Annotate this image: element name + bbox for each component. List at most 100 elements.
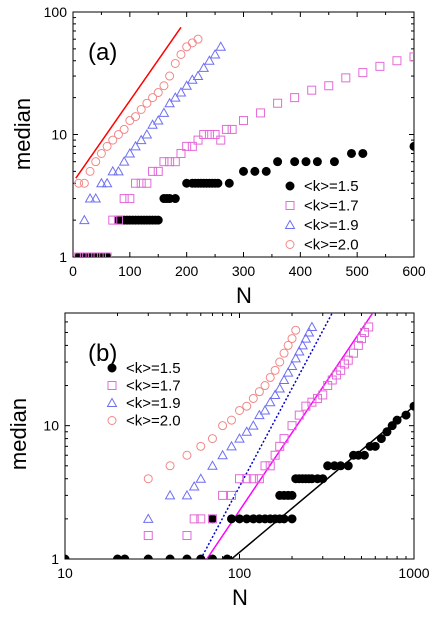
data-point <box>199 130 209 139</box>
data-point <box>204 55 215 65</box>
data-point <box>300 333 312 343</box>
x-tick-label: 10 <box>57 565 73 581</box>
data-point <box>176 49 186 59</box>
data-point <box>142 98 152 108</box>
data-point <box>248 474 258 484</box>
data-point <box>370 441 380 451</box>
data-point <box>239 116 248 126</box>
data-point <box>188 480 200 491</box>
legend-label: <k>=1.9 <box>304 217 359 234</box>
data-point <box>136 104 146 114</box>
data-point <box>221 124 231 134</box>
data-point <box>346 148 356 158</box>
data-point <box>113 130 123 139</box>
data-point <box>341 73 351 83</box>
panel-b-xlabel: N <box>232 585 248 610</box>
data-point <box>270 365 280 375</box>
data-point <box>227 124 237 134</box>
y-tick-label: 100 <box>44 4 68 20</box>
data-point <box>152 115 164 125</box>
data-point <box>181 80 193 90</box>
series-3 <box>74 34 203 188</box>
data-point <box>118 156 130 166</box>
data-point <box>131 112 141 122</box>
data-point <box>136 178 146 188</box>
series-1 <box>143 322 374 541</box>
data-point <box>290 352 302 363</box>
x-tick-label: 400 <box>289 263 313 279</box>
data-point <box>409 52 414 62</box>
data-point <box>254 409 265 420</box>
data-point <box>108 135 118 145</box>
legend-label: <k>=1.5 <box>126 360 181 377</box>
data-point <box>181 489 193 500</box>
data-point <box>218 490 228 500</box>
fit-line <box>75 26 182 179</box>
data-point <box>375 61 385 71</box>
data-point <box>164 489 176 500</box>
data-point <box>248 393 258 403</box>
data-point <box>348 348 358 358</box>
data-point <box>254 474 264 484</box>
data-point <box>323 381 333 391</box>
data-point <box>79 178 89 188</box>
legend-marker <box>284 219 296 229</box>
plot-data <box>65 313 414 559</box>
data-point <box>242 401 252 411</box>
data-point <box>224 178 234 188</box>
data-point <box>102 252 112 257</box>
data-point <box>301 157 311 167</box>
data-point <box>96 177 107 188</box>
data-point <box>141 128 153 139</box>
data-point <box>207 434 217 444</box>
data-point <box>287 490 297 500</box>
data-point <box>275 357 285 367</box>
data-point <box>96 252 106 257</box>
data-point <box>207 460 218 470</box>
data-point <box>265 372 275 382</box>
data-point <box>279 514 289 524</box>
legend-label: <k>=1.7 <box>126 378 181 395</box>
legend-marker <box>285 201 295 210</box>
data-point <box>265 461 275 471</box>
data-point <box>79 214 90 225</box>
data-point <box>222 554 232 559</box>
legend-label: <k>=2.0 <box>126 413 181 430</box>
data-point <box>153 88 163 98</box>
data-point <box>303 326 315 337</box>
data-point <box>120 554 130 559</box>
data-point <box>85 166 95 176</box>
data-point <box>318 390 328 400</box>
data-point <box>187 38 197 48</box>
data-point <box>318 474 328 484</box>
data-point <box>182 141 192 151</box>
data-point <box>165 71 175 81</box>
series-3 <box>143 325 301 484</box>
data-point <box>124 147 136 158</box>
data-point <box>291 325 301 335</box>
data-point <box>91 252 101 257</box>
data-point <box>204 130 214 139</box>
data-point <box>290 93 300 103</box>
data-point <box>125 116 135 126</box>
data-point <box>273 157 283 167</box>
data-point <box>182 450 192 460</box>
data-point <box>256 108 266 118</box>
data-point <box>279 434 289 444</box>
data-point <box>196 554 206 559</box>
data-point <box>164 97 175 108</box>
legend-label: <k>=1.5 <box>304 178 359 195</box>
x-tick-label: 100 <box>118 263 142 279</box>
panel-a-xlabel: N <box>236 283 252 308</box>
data-point <box>170 194 180 204</box>
data-point <box>85 252 95 257</box>
data-point <box>358 148 368 158</box>
series-0 <box>74 141 414 257</box>
data-point <box>279 348 289 358</box>
data-point <box>153 166 163 176</box>
x-tick-label: 0 <box>69 263 77 279</box>
data-point <box>119 194 129 204</box>
data-point <box>165 157 175 167</box>
data-point <box>90 193 102 203</box>
panel-b-label: (b) <box>88 340 117 367</box>
